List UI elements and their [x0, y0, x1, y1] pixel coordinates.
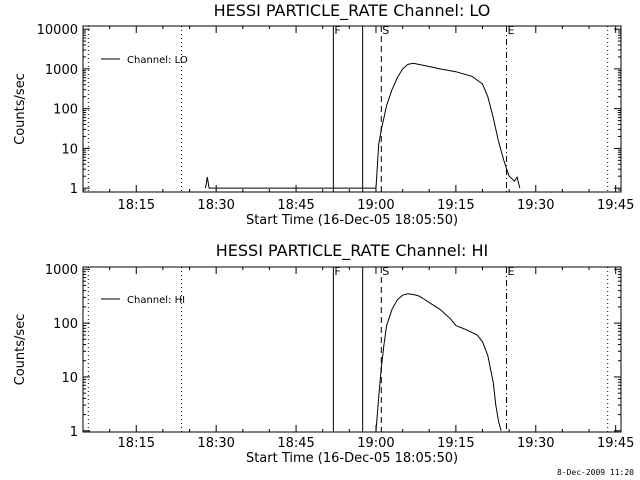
plot-frame [82, 25, 622, 193]
x-tick-label: 18:30 [197, 198, 234, 213]
event-marker-label: F [334, 265, 340, 278]
y-axis-title: Counts/sec [13, 314, 28, 386]
x-tick-label: 18:15 [118, 198, 155, 213]
x-tick-label: 19:15 [437, 198, 474, 213]
y-tick-label: 1000 [45, 63, 78, 78]
event-marker-label: E [507, 24, 514, 37]
x-tick-label: 19:00 [357, 198, 394, 213]
panel-1: HESSI PARTICLE_RATE Channel: LO Start Tim… [13, 1, 634, 228]
legend-label: Channel: LO [127, 55, 188, 66]
print-timestamp: 8-Dec-2009 11:20 [557, 468, 634, 477]
chart-title: HESSI PARTICLE_RATE Channel: HI [216, 241, 489, 261]
chart-title: HESSI PARTICLE_RATE Channel: LO [214, 1, 491, 21]
x-tick-label: 19:00 [357, 436, 394, 451]
plot-frame [82, 266, 622, 433]
event-marker-label: S [382, 265, 389, 278]
x-tick-label: 18:45 [277, 198, 314, 213]
y-tick-label: 1000 [45, 263, 78, 278]
series-line [205, 62, 521, 189]
y-axis-title: Counts/sec [13, 73, 28, 145]
x-tick-label: 19:45 [597, 436, 634, 451]
x-axis-title: Start Time (16-Dec-05 18:05:50) [246, 213, 458, 228]
y-tick-label: 100 [53, 103, 78, 118]
event-marker-label: E [507, 265, 514, 278]
x-tick-label: 19:30 [517, 198, 554, 213]
x-tick-label: 19:45 [597, 198, 634, 213]
y-tick-label: 1 [70, 425, 78, 440]
x-axis-title: Start Time (16-Dec-05 18:05:50) [246, 451, 458, 466]
y-tick-label: 10 [61, 142, 78, 157]
y-tick-label: 1 [70, 182, 78, 197]
panel-2: HESSI PARTICLE_RATE Channel: HI Start Tim… [13, 241, 634, 466]
y-tick-label: 10 [61, 371, 78, 386]
x-tick-label: 18:30 [197, 436, 234, 451]
event-marker-label: F [334, 24, 340, 37]
x-tick-label: 19:30 [517, 436, 554, 451]
x-tick-label: 18:15 [118, 436, 155, 451]
x-tick-label: 18:45 [277, 436, 314, 451]
y-tick-label: 100 [53, 317, 78, 332]
event-marker-label: S [382, 24, 389, 37]
x-tick-label: 19:15 [437, 436, 474, 451]
legend-label: Channel: HI [127, 295, 185, 306]
series-line [375, 293, 502, 431]
y-tick-label: 10000 [37, 23, 78, 38]
